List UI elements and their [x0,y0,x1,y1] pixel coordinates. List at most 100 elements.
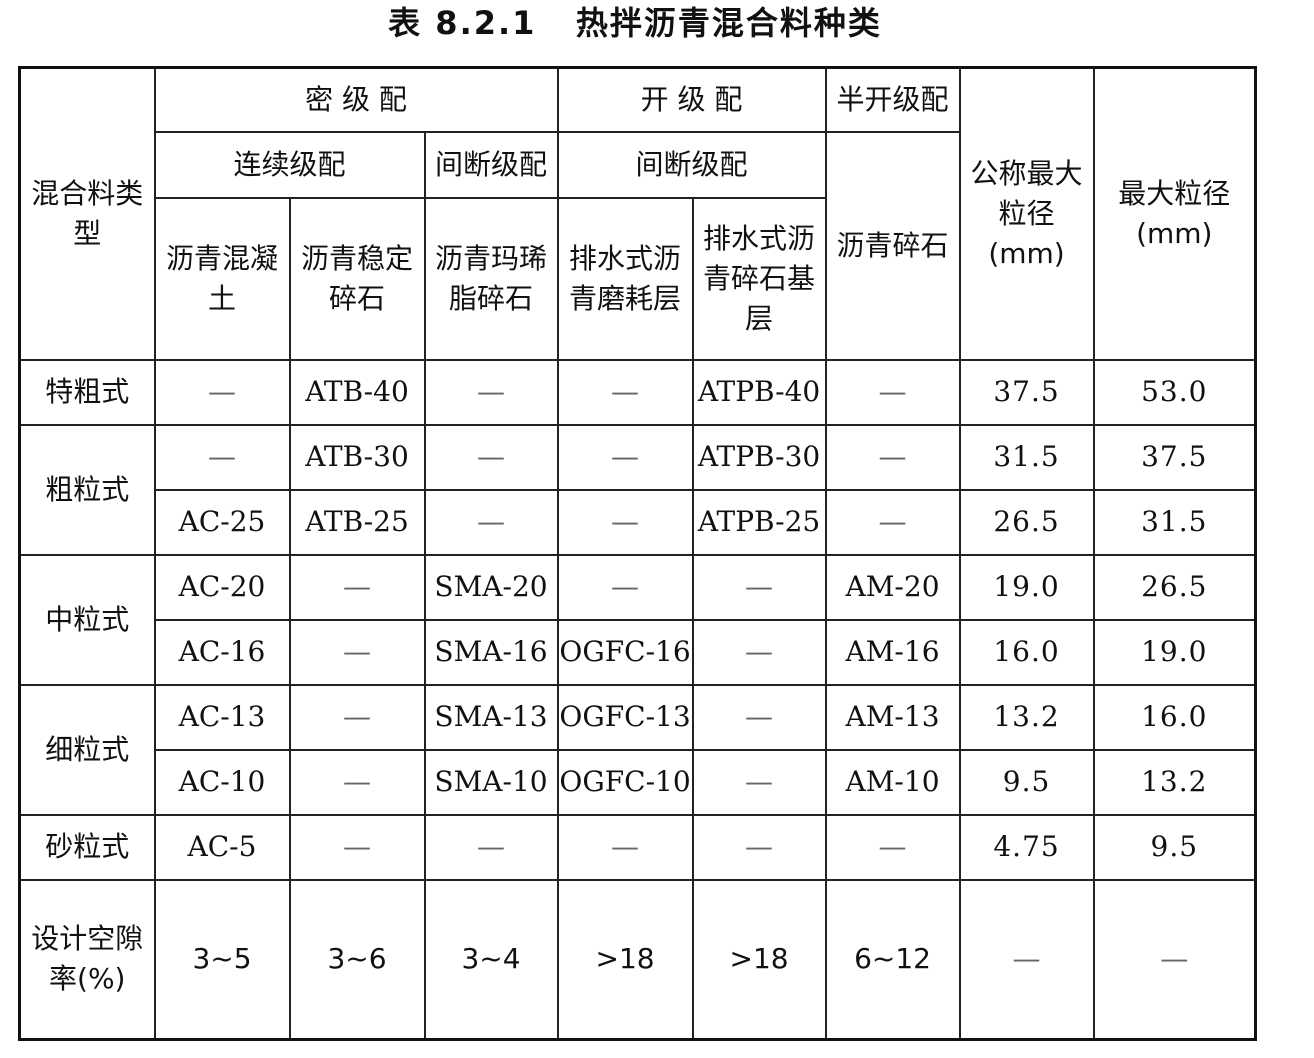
table-cell: >18 [691,878,827,1041]
header-row-2: 连续级配 间断级配 间断级配 沥青碎石 [20,130,1256,361]
table-cell: — [423,423,559,491]
table-cell: SMA-16 [423,618,559,686]
header-dense-grading: 密 级 配 [153,66,559,133]
row-group-label: 中粒式 [18,553,156,686]
row-group-label: 砂粒式 [18,813,156,881]
table-cell: — [824,423,961,491]
header-gap-grading-open: 间断级配 [556,130,827,199]
table-cell: ATB-30 [288,423,426,491]
table-cell: ATB-40 [288,358,426,426]
header-gap-grading-dense: 间断级配 [423,130,559,199]
table-cell: OGFC-10 [556,748,694,816]
table-cell: — [288,618,426,686]
header-semi-open-grading: 半开级配 [824,66,961,133]
table-cell: — [691,683,827,751]
table-cell: SMA-20 [423,553,559,621]
table-cell: AC-5 [153,813,291,881]
table-row: 特粗式 — ATB-40 — — ATPB-40 — 37.5 53.0 [18,358,1257,426]
table-cell: 26.5 [1092,553,1257,621]
table-cell: — [153,423,291,491]
row-group-label: 特粗式 [18,358,156,426]
table-row: 细粒式 AC-13 — SMA-13 OGFC-13 — AM-13 13.2 … [18,683,1257,816]
table-cell: — [556,813,694,881]
table-cell: 3~6 [288,878,426,1041]
table-cell: AC-20 [153,553,291,621]
table-cell: AM-20 [824,553,961,621]
asphalt-mixture-table: 混合料类型 密 级 配 开 级 配 半开级配 公称最大粒径(mm) 最大粒径(m… [18,66,1258,1041]
table-cell: 9.5 [1092,813,1257,881]
table-cell: — [691,748,827,816]
voids-row: 设计空隙率(%) 3~5 3~6 3~4 >18 >18 6~12 — — [18,878,1257,1041]
header-open-grading: 开 级 配 [556,66,827,133]
table-cell: — [556,358,694,426]
table-cell: 13.2 [958,683,1095,751]
table-cell: 37.5 [1092,423,1257,491]
table-cell: AM-16 [824,618,961,686]
table-cell: — [288,553,426,621]
header-row-1: 混合料类型 密 级 配 开 级 配 半开级配 公称最大粒径(mm) 最大粒径(m… [18,66,1257,361]
header-drainage-base-course: 排水式沥青碎石基层 [691,196,827,361]
header-drainage-wearing-course: 排水式沥青磨耗层 [556,196,694,361]
table-cell: — [556,553,694,621]
table-cell: ATPB-30 [691,423,827,491]
table-cell: 9.5 [958,748,1095,816]
table-cell: — [423,488,559,556]
header-sma: 沥青玛琋脂碎石 [423,196,559,361]
table-cell: SMA-13 [423,683,559,751]
table-cell: — [691,813,827,881]
table-cell: SMA-10 [423,748,559,816]
row-group-label: 粗粒式 [18,423,156,556]
table-cell: — [556,423,694,491]
table-cell: 26.5 [958,488,1095,556]
header-row-3: 沥青混凝土 沥青稳定碎石 沥青玛琋脂碎石 排水式沥青磨耗层 排水式沥青碎石基层 [20,196,1256,361]
table-cell: 3~4 [423,878,559,1041]
row-group-label: 细粒式 [18,683,156,816]
table-cell: AC-10 [153,748,291,816]
table-cell: ATB-25 [288,488,426,556]
table-row: 中粒式 AC-20 — SMA-20 — — AM-20 19.0 26.5 [18,553,1257,686]
header-max-size: 最大粒径(mm) [1092,66,1257,361]
table-cell: — [958,878,1095,1041]
table-cell: 13.2 [1092,748,1257,816]
table-cell: 53.0 [1092,358,1257,426]
table-cell: AC-25 [153,488,291,556]
table-cell: ATPB-40 [691,358,827,426]
header-asphalt-macadam: 沥青碎石 [824,130,961,361]
header-mix-type: 混合料类型 [18,66,156,361]
table-cell: — [288,813,426,881]
table-row: 粗粒式 — ATB-30 — — ATPB-30 — 31.5 37.5 [18,423,1257,556]
table-cell: — [423,358,559,426]
table-cell: 19.0 [958,553,1095,621]
table-cell: AM-13 [824,683,961,751]
table-title: 表 8.2.1 热拌沥青混合料种类 [388,4,882,42]
table-cell: ATPB-25 [691,488,827,556]
table-cell: — [288,683,426,751]
table-cell: — [423,813,559,881]
table-cell: 4.75 [958,813,1095,881]
table-cell: — [556,488,694,556]
table-cell: >18 [556,878,694,1041]
header-asphalt-concrete: 沥青混凝土 [153,196,291,361]
table-row: AC-10 — SMA-10 OGFC-10 — AM-10 9.5 13.2 [20,748,1257,816]
table-cell: 31.5 [958,423,1095,491]
table-cell: 3~5 [153,878,291,1041]
table-cell: 31.5 [1092,488,1257,556]
table-cell: AC-16 [153,618,291,686]
voids-label: 设计空隙率(%) [18,878,156,1041]
header-continuous-grading: 连续级配 [153,130,426,199]
table-cell: — [153,358,291,426]
table-cell: AC-13 [153,683,291,751]
table-cell: 37.5 [958,358,1095,426]
table-cell: 6~12 [824,878,961,1041]
table-cell: 16.0 [1092,683,1257,751]
table-cell: — [691,553,827,621]
table-cell: OGFC-16 [556,618,694,686]
table-cell: AM-10 [824,748,961,816]
table-row: 砂粒式 AC-5 — — — — — 4.75 9.5 [18,813,1257,881]
table-cell: — [824,488,961,556]
table-row: AC-16 — SMA-16 OGFC-16 — AM-16 16.0 19.0 [20,618,1257,686]
table-cell: — [288,748,426,816]
header-nominal-max-size: 公称最大粒径(mm) [958,66,1095,361]
table-cell: 16.0 [958,618,1095,686]
table-cell: 19.0 [1092,618,1257,686]
